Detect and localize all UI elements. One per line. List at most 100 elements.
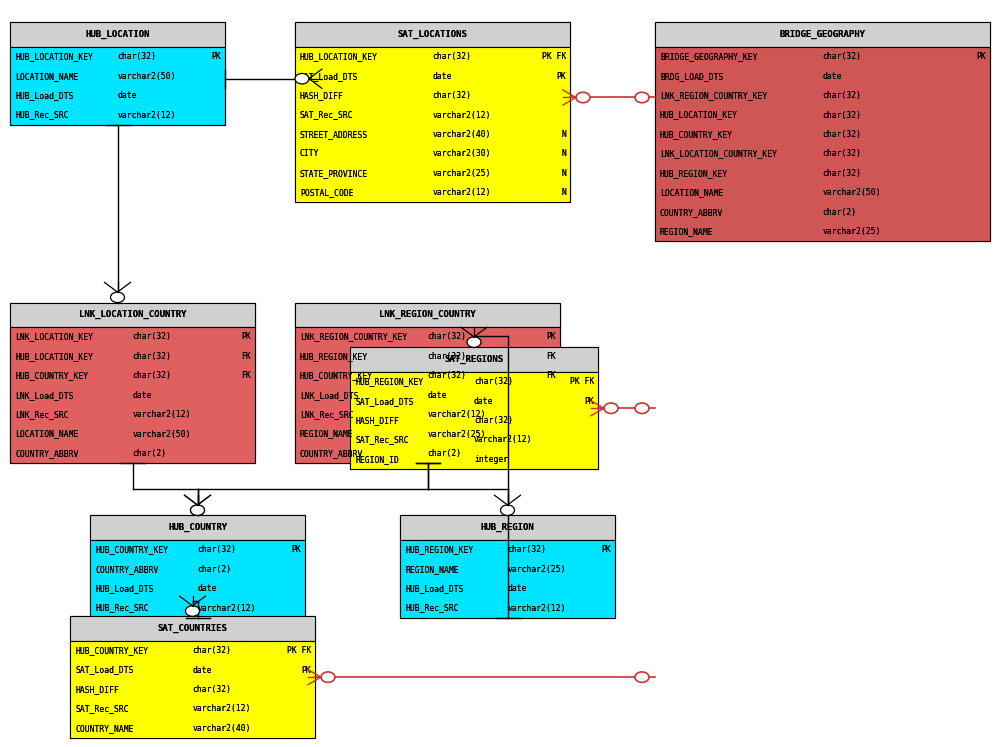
Text: SAT_LOCATIONS: SAT_LOCATIONS bbox=[398, 30, 467, 40]
Text: LOCATION_NAME: LOCATION_NAME bbox=[15, 72, 78, 81]
Text: STATE_PROVINCE: STATE_PROVINCE bbox=[300, 169, 368, 178]
Text: LOCATION_NAME: LOCATION_NAME bbox=[15, 430, 78, 438]
Text: REGION_ID: REGION_ID bbox=[355, 455, 399, 464]
Text: FK: FK bbox=[546, 352, 556, 361]
Bar bbox=[400, 540, 615, 618]
Bar bbox=[90, 540, 305, 618]
Text: varchar2(12): varchar2(12) bbox=[192, 704, 251, 713]
Text: PK: PK bbox=[241, 332, 251, 341]
Text: HUB_COUNTRY_KEY: HUB_COUNTRY_KEY bbox=[95, 545, 168, 554]
Text: COUNTRY_ABBRV: COUNTRY_ABBRV bbox=[15, 449, 78, 458]
Text: char(2): char(2) bbox=[822, 208, 857, 217]
Text: date: date bbox=[428, 391, 447, 400]
Circle shape bbox=[501, 505, 514, 515]
Text: char(2): char(2) bbox=[132, 449, 167, 458]
Text: varchar2(50): varchar2(50) bbox=[118, 72, 176, 81]
Text: HUB_COUNTRY_KEY: HUB_COUNTRY_KEY bbox=[15, 371, 88, 380]
Text: date: date bbox=[508, 584, 527, 593]
Text: LNK_Load_DTS: LNK_Load_DTS bbox=[300, 391, 358, 400]
Bar bbox=[295, 22, 570, 47]
Text: PK FK: PK FK bbox=[287, 646, 311, 655]
Text: PK: PK bbox=[584, 397, 594, 406]
Text: char(32): char(32) bbox=[192, 685, 232, 694]
Text: HUB_REGION_KEY: HUB_REGION_KEY bbox=[405, 545, 473, 554]
Text: BRIDGE_GEOGRAPHY: BRIDGE_GEOGRAPHY bbox=[780, 30, 866, 40]
Text: N: N bbox=[561, 188, 566, 197]
Text: PK: PK bbox=[601, 545, 611, 554]
Text: varchar2(40): varchar2(40) bbox=[192, 724, 251, 733]
Text: varchar2(12): varchar2(12) bbox=[432, 188, 491, 197]
Bar bbox=[90, 540, 305, 618]
Text: varchar2(12): varchar2(12) bbox=[132, 410, 191, 419]
Bar bbox=[295, 327, 560, 463]
Text: char(32): char(32) bbox=[822, 111, 862, 120]
Circle shape bbox=[635, 93, 649, 103]
Text: date: date bbox=[432, 72, 452, 81]
Text: LNK_REGION_COUNTRY: LNK_REGION_COUNTRY bbox=[379, 310, 476, 320]
Text: char(32): char(32) bbox=[822, 169, 862, 178]
Text: char(32): char(32) bbox=[428, 332, 466, 341]
Text: SAT_Rec_SRC: SAT_Rec_SRC bbox=[75, 704, 129, 713]
Bar bbox=[350, 347, 598, 372]
Text: char(2): char(2) bbox=[132, 449, 167, 458]
Text: PK: PK bbox=[211, 52, 221, 61]
Text: varchar2(12): varchar2(12) bbox=[474, 436, 532, 444]
Bar bbox=[295, 47, 570, 202]
Text: SAT_COUNTRIES: SAT_COUNTRIES bbox=[158, 624, 227, 633]
Bar bbox=[655, 22, 990, 47]
Circle shape bbox=[467, 337, 481, 347]
Bar bbox=[10, 22, 225, 47]
Text: varchar2(12): varchar2(12) bbox=[428, 410, 486, 419]
Text: COUNTRY_ABBRV: COUNTRY_ABBRV bbox=[15, 449, 78, 458]
Text: HUB_REGION_KEY: HUB_REGION_KEY bbox=[300, 352, 368, 361]
Text: BRDG_LOAD_DTS: BRDG_LOAD_DTS bbox=[660, 72, 723, 81]
Text: varchar2(12): varchar2(12) bbox=[432, 188, 491, 197]
Text: char(32): char(32) bbox=[132, 332, 172, 341]
Text: char(32): char(32) bbox=[474, 377, 513, 386]
Text: SAT_Load_DTS: SAT_Load_DTS bbox=[75, 666, 134, 675]
Text: COUNTRY_ABBRV: COUNTRY_ABBRV bbox=[95, 565, 158, 574]
Text: char(32): char(32) bbox=[822, 130, 862, 139]
Text: HASH_DIFF: HASH_DIFF bbox=[355, 416, 399, 425]
Text: PK FK: PK FK bbox=[542, 52, 566, 61]
Circle shape bbox=[604, 403, 618, 414]
Text: varchar2(25): varchar2(25) bbox=[428, 430, 486, 438]
Text: HUB_Load_DTS: HUB_Load_DTS bbox=[95, 584, 154, 593]
Text: char(32): char(32) bbox=[118, 52, 156, 61]
Text: varchar2(25): varchar2(25) bbox=[508, 565, 566, 574]
Text: char(32): char(32) bbox=[118, 52, 156, 61]
Text: varchar2(40): varchar2(40) bbox=[192, 724, 251, 733]
Text: PK: PK bbox=[301, 666, 311, 675]
Text: HUB_REGION: HUB_REGION bbox=[481, 523, 534, 533]
Text: REGION_ID: REGION_ID bbox=[355, 455, 399, 464]
Text: char(32): char(32) bbox=[508, 545, 546, 554]
Text: LNK_LOCATION_COUNTRY_KEY: LNK_LOCATION_COUNTRY_KEY bbox=[660, 149, 777, 158]
Circle shape bbox=[190, 505, 205, 515]
Text: SAT_REGIONS: SAT_REGIONS bbox=[444, 355, 504, 365]
Text: LNK_REGION_COUNTRY_KEY: LNK_REGION_COUNTRY_KEY bbox=[660, 91, 767, 100]
Text: char(32): char(32) bbox=[198, 545, 237, 554]
Text: LNK_REGION_COUNTRY_KEY: LNK_REGION_COUNTRY_KEY bbox=[300, 332, 407, 341]
Text: date: date bbox=[822, 72, 842, 81]
Text: SAT_Load_DTS: SAT_Load_DTS bbox=[300, 72, 358, 81]
Text: HUB_REGION_KEY: HUB_REGION_KEY bbox=[355, 377, 423, 386]
Text: varchar2(12): varchar2(12) bbox=[508, 604, 566, 613]
Text: LNK_LOCATION_KEY: LNK_LOCATION_KEY bbox=[15, 332, 93, 341]
Text: LNK_LOCATION_KEY: LNK_LOCATION_KEY bbox=[15, 332, 93, 341]
Text: HASH_DIFF: HASH_DIFF bbox=[300, 91, 344, 100]
Text: HUB_COUNTRY_KEY: HUB_COUNTRY_KEY bbox=[660, 130, 733, 139]
Text: REGION_NAME: REGION_NAME bbox=[405, 565, 459, 574]
Text: PK: PK bbox=[291, 545, 301, 554]
Text: SAT_Rec_SRC: SAT_Rec_SRC bbox=[300, 111, 354, 120]
Text: FK: FK bbox=[241, 352, 251, 361]
Text: CITY: CITY bbox=[300, 149, 320, 158]
Text: CITY: CITY bbox=[300, 149, 320, 158]
Circle shape bbox=[635, 403, 649, 414]
Text: varchar2(12): varchar2(12) bbox=[198, 604, 256, 613]
Bar bbox=[10, 47, 225, 125]
Text: date: date bbox=[428, 391, 447, 400]
Text: REGION_NAME: REGION_NAME bbox=[405, 565, 459, 574]
Text: integer: integer bbox=[474, 455, 508, 464]
Circle shape bbox=[321, 672, 335, 683]
Text: char(32): char(32) bbox=[474, 416, 513, 425]
